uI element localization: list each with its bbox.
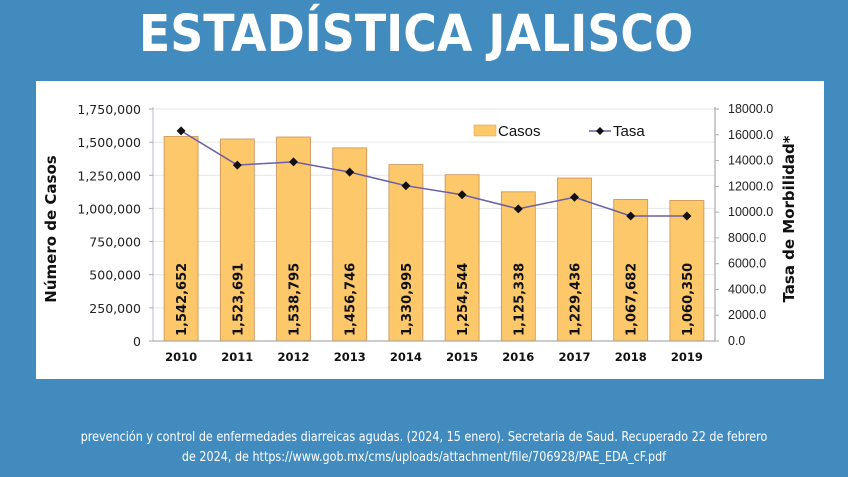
bar-data-label: 1,523,691 [231,263,246,336]
y2-tick-label: 18000.0 [728,102,773,116]
bar-2017 [557,177,592,342]
y-axis-ticks: 0 250,000 500,000 750,000 1,000,000 1,250,000… [77,102,153,349]
x-tick-label: 2018 [615,350,647,364]
bar-data-label: 1,330,995 [400,263,415,336]
tasa-point-2011 [232,160,242,170]
bar-data-label: 1,125,338 [512,263,527,336]
y2-tick-label: 14000.0 [728,154,773,168]
x-tick-label: 2011 [221,350,253,364]
y-tick-label: 1,250,000 [77,168,141,183]
x-tick-label: 2012 [277,350,309,364]
y2-tick-label: 10000.0 [728,205,773,219]
bar-data-label: 1,538,795 [288,263,303,336]
y-axis-title: Número de Casos [42,155,60,302]
y-tick-label: 250,000 [89,301,141,316]
tasa-polyline [180,130,687,217]
citation-line-2: de 2024, de https://www.gob.mx/cms/uploa… [181,450,667,465]
bar-2016 [500,191,536,342]
legend-tasa-marker [596,127,604,135]
y-tick-label: 0 [133,334,141,349]
bar-labels: 1,542,652 1,523,691 1,538,795 1,456,746 1,33… [175,263,696,336]
x-tick-label: 2014 [390,350,422,364]
tasa-point-2016 [513,204,523,214]
chart: 1,542,652 1,523,691 1,538,795 1,456,746 1,33… [42,102,798,364]
bar-data-label: 1,067,682 [625,263,640,336]
legend: Casos Tasa [473,123,645,140]
legend-tasa-label: Tasa [613,123,645,140]
y2-axis-ticks: 0.0 2000.0 4000.0 6000.0 8000.0 10000.0 12000.… [715,102,773,348]
bar-2015 [444,174,480,342]
bar-2013 [332,147,368,342]
y-tick-label: 1,000,000 [77,201,141,216]
bar-data-label: 1,254,544 [456,263,471,336]
y2-tick-label: 0.0 [728,334,745,348]
y2-tick-label: 12000.0 [728,179,773,193]
bar-data-label: 1,060,350 [681,263,696,336]
x-tick-label: 2019 [671,350,703,364]
bar-2014 [388,164,424,342]
x-tick-label: 2010 [165,350,197,364]
bar-data-label: 1,229,436 [569,263,584,336]
y-tick-label: 500,000 [89,268,141,283]
y-tick-label: 750,000 [89,235,141,250]
tasa-line [176,126,692,221]
tasa-point-2019 [682,211,692,221]
tasa-point-2017 [570,192,579,202]
legend-casos-label: Casos [498,123,541,140]
x-tick-label: 2013 [334,350,366,364]
x-tick-label: 2016 [502,350,534,364]
bar-2012 [276,136,311,342]
tasa-point-2012 [289,157,298,167]
citation-line-1: prevención y control de enfermedades dia… [80,430,768,445]
bar-2011 [219,138,255,342]
bars [163,136,705,342]
x-tick-label: 2015 [446,350,478,364]
y2-axis-title: Tasa de Morbilidad* [780,135,798,302]
axes [152,107,716,342]
y2-tick-label: 4000.0 [728,282,766,296]
chart-panel: 1,542,652 1,523,691 1,538,795 1,456,746 1,33… [36,81,824,379]
bar-data-label: 1,542,652 [175,263,190,336]
tasa-point-2018 [626,211,636,221]
bar-data-label: 1,456,746 [344,263,359,336]
citation: prevención y control de enfermedades dia… [0,428,848,468]
y2-tick-label: 6000.0 [728,257,766,271]
tasa-point-2010 [176,126,186,136]
x-axis-ticks: 2010 2011 2012 2013 2014 2015 2016 2017 2018 2019 [165,350,703,364]
y2-tick-label: 2000.0 [728,308,766,322]
x-tick-label: 2017 [558,350,590,364]
tasa-point-2015 [457,190,467,200]
bar-2019 [669,200,705,342]
legend-casos-swatch [473,124,497,137]
page-title: ESTADÍSTICA JALISCO [138,5,694,64]
y-tick-label: 1,750,000 [77,102,141,117]
y2-tick-label: 16000.0 [728,128,773,142]
tasa-point-2013 [345,167,355,177]
tasa-point-2014 [401,181,411,191]
y2-tick-label: 8000.0 [728,231,766,245]
y-tick-label: 1,500,000 [77,135,141,150]
